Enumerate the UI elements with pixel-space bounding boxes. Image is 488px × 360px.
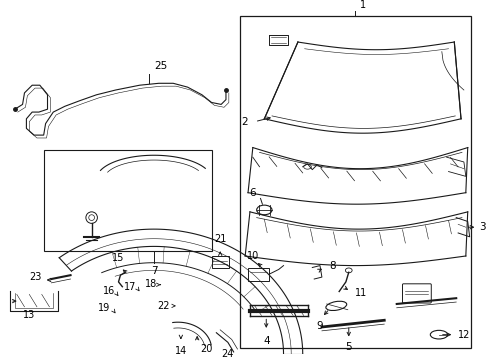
Text: 21: 21 <box>214 234 226 243</box>
Text: 7: 7 <box>150 266 157 276</box>
Text: 3: 3 <box>478 222 485 232</box>
Text: 17: 17 <box>123 282 136 292</box>
Text: 5: 5 <box>345 342 351 352</box>
Text: 23: 23 <box>29 272 41 282</box>
Text: 1: 1 <box>360 0 366 10</box>
Text: 19: 19 <box>98 303 110 313</box>
Text: 9: 9 <box>316 321 323 331</box>
Text: 11: 11 <box>354 288 366 298</box>
Text: 12: 12 <box>457 330 469 340</box>
Text: 20: 20 <box>200 344 212 354</box>
Text: 24: 24 <box>221 349 234 359</box>
Text: 25: 25 <box>154 61 167 71</box>
Text: 14: 14 <box>174 346 186 356</box>
Text: 15: 15 <box>112 253 124 263</box>
Bar <box>211 256 228 269</box>
Text: 18: 18 <box>145 279 157 289</box>
Text: 22: 22 <box>157 301 169 311</box>
Text: 2: 2 <box>241 117 247 127</box>
FancyBboxPatch shape <box>402 284 430 303</box>
Bar <box>247 267 268 281</box>
Text: 10: 10 <box>246 251 259 261</box>
Bar <box>240 16 469 348</box>
Bar <box>43 150 211 251</box>
Text: 8: 8 <box>329 261 336 271</box>
Text: 16: 16 <box>102 287 115 297</box>
Text: 6: 6 <box>249 188 256 198</box>
Text: 13: 13 <box>22 310 35 320</box>
Text: 4: 4 <box>263 336 269 346</box>
